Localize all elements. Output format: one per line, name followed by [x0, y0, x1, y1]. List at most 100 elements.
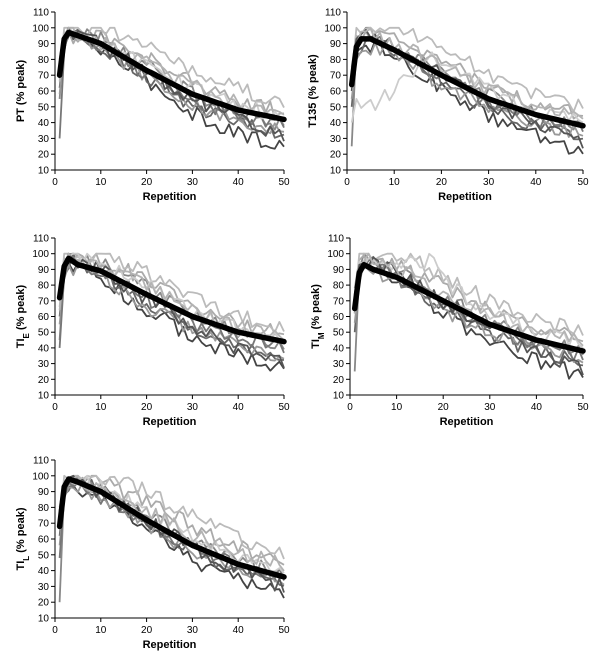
x-tick-label: 0: [347, 402, 353, 413]
x-tick-label: 40: [233, 625, 245, 636]
individual-series-line: [58, 474, 285, 560]
individual-series-line: [58, 481, 285, 586]
y-tick-label: 30: [38, 359, 50, 370]
x-tick-label: 40: [530, 177, 542, 188]
y-tick-label: 80: [38, 55, 50, 66]
x-tick-label: 20: [141, 625, 153, 636]
individual-series-line: [353, 252, 584, 347]
y-tick-label: 40: [38, 118, 50, 129]
individual-series-line: [58, 252, 285, 336]
individual-series-line: [58, 29, 285, 120]
y-tick-label: 70: [38, 296, 50, 307]
y-axis-label-main: T135: [307, 103, 319, 128]
y-tick-label: 60: [333, 312, 345, 323]
y-tick-label: 10: [38, 614, 50, 625]
y-tick-label: 70: [38, 71, 50, 82]
individual-series-line: [350, 28, 584, 120]
y-tick-label: 90: [38, 487, 50, 498]
y-tick-label: 90: [333, 265, 345, 276]
y-axis-label-main: TI: [15, 561, 27, 571]
x-tick-label: 50: [577, 402, 589, 413]
x-tick-label: 10: [95, 402, 107, 413]
y-tick-label: 80: [38, 281, 50, 292]
y-tick-label: 90: [330, 39, 342, 50]
x-tick-label: 30: [483, 177, 495, 188]
y-tick-label: 50: [38, 328, 50, 339]
x-tick-label: 50: [278, 177, 290, 188]
individual-series-line: [58, 260, 285, 372]
y-tick-label: 10: [38, 391, 50, 402]
y-tick-label: 110: [33, 8, 49, 19]
y-tick-label: 100: [32, 471, 49, 482]
x-axis-label: Repetition: [143, 416, 197, 428]
individual-series-line: [58, 474, 285, 572]
individual-series-line: [58, 31, 285, 135]
x-tick-label: 30: [187, 625, 199, 636]
individual-series-line: [350, 39, 584, 155]
y-tick-label: 30: [38, 582, 50, 593]
y-tick-label: 110: [33, 234, 49, 245]
y-tick-label: 100: [327, 249, 344, 260]
y-tick-label: 20: [333, 375, 345, 386]
y-tick-label: 20: [38, 150, 50, 161]
y-axis-label-subscript: M: [317, 332, 326, 339]
y-tick-label: 60: [38, 312, 50, 323]
y-axis-label-unit: (% peak): [307, 54, 319, 103]
x-axis-label: Repetition: [143, 191, 197, 203]
y-axis-label-main: TI: [15, 338, 27, 348]
x-tick-label: 20: [141, 402, 153, 413]
y-tick-label: 90: [38, 39, 50, 50]
y-tick-label: 50: [333, 328, 345, 339]
individual-series-line: [353, 252, 584, 336]
individual-series-line: [58, 252, 285, 334]
x-axis-label: Repetition: [438, 191, 492, 203]
x-tick-label: 0: [52, 402, 58, 413]
x-tick-label: 10: [95, 625, 107, 636]
y-tick-label: 90: [38, 265, 50, 276]
y-tick-label: 100: [32, 23, 49, 34]
y-tick-label: 80: [333, 281, 345, 292]
y-tick-label: 20: [38, 598, 50, 609]
y-tick-label: 30: [38, 134, 50, 145]
y-tick-label: 50: [38, 102, 50, 113]
x-tick-label: 0: [344, 177, 350, 188]
mean-series-line: [56, 476, 287, 580]
x-tick-label: 30: [187, 177, 199, 188]
mean-series-line: [351, 261, 586, 354]
y-tick-label: 70: [38, 519, 50, 530]
individual-series-line: [350, 42, 584, 138]
y-axis-label: TIL (% peak): [15, 507, 31, 570]
y-axis-label: TIM (% peak): [310, 284, 326, 349]
y-tick-label: 100: [324, 23, 341, 34]
y-axis-label-unit: (% peak): [310, 284, 322, 333]
y-tick-label: 110: [328, 234, 344, 245]
x-tick-label: 20: [436, 177, 448, 188]
individual-series-line: [353, 260, 584, 380]
y-tick-label: 60: [38, 87, 50, 98]
x-tick-label: 10: [389, 177, 401, 188]
y-tick-label: 40: [38, 566, 50, 577]
x-tick-label: 40: [233, 177, 245, 188]
y-tick-label: 80: [330, 55, 342, 66]
x-tick-label: 20: [141, 177, 153, 188]
y-tick-label: 10: [38, 166, 50, 177]
y-axis-label-subscript: E: [22, 332, 31, 338]
y-tick-label: 20: [38, 375, 50, 386]
y-axis-label-unit: (% peak): [15, 284, 27, 333]
x-tick-label: 50: [278, 402, 290, 413]
y-tick-label: 20: [330, 150, 342, 161]
y-axis-label-main: PT: [15, 108, 27, 122]
x-tick-label: 20: [438, 402, 450, 413]
mean-series-line: [348, 36, 586, 129]
y-tick-label: 30: [330, 134, 342, 145]
x-axis-label: Repetition: [143, 639, 197, 651]
y-axis-label: T135 (% peak): [307, 54, 319, 128]
y-tick-label: 70: [333, 296, 345, 307]
y-axis-label: PT (% peak): [15, 59, 27, 122]
x-tick-label: 30: [484, 402, 496, 413]
x-tick-label: 0: [52, 625, 58, 636]
y-axis-label: TIE (% peak): [15, 284, 31, 348]
